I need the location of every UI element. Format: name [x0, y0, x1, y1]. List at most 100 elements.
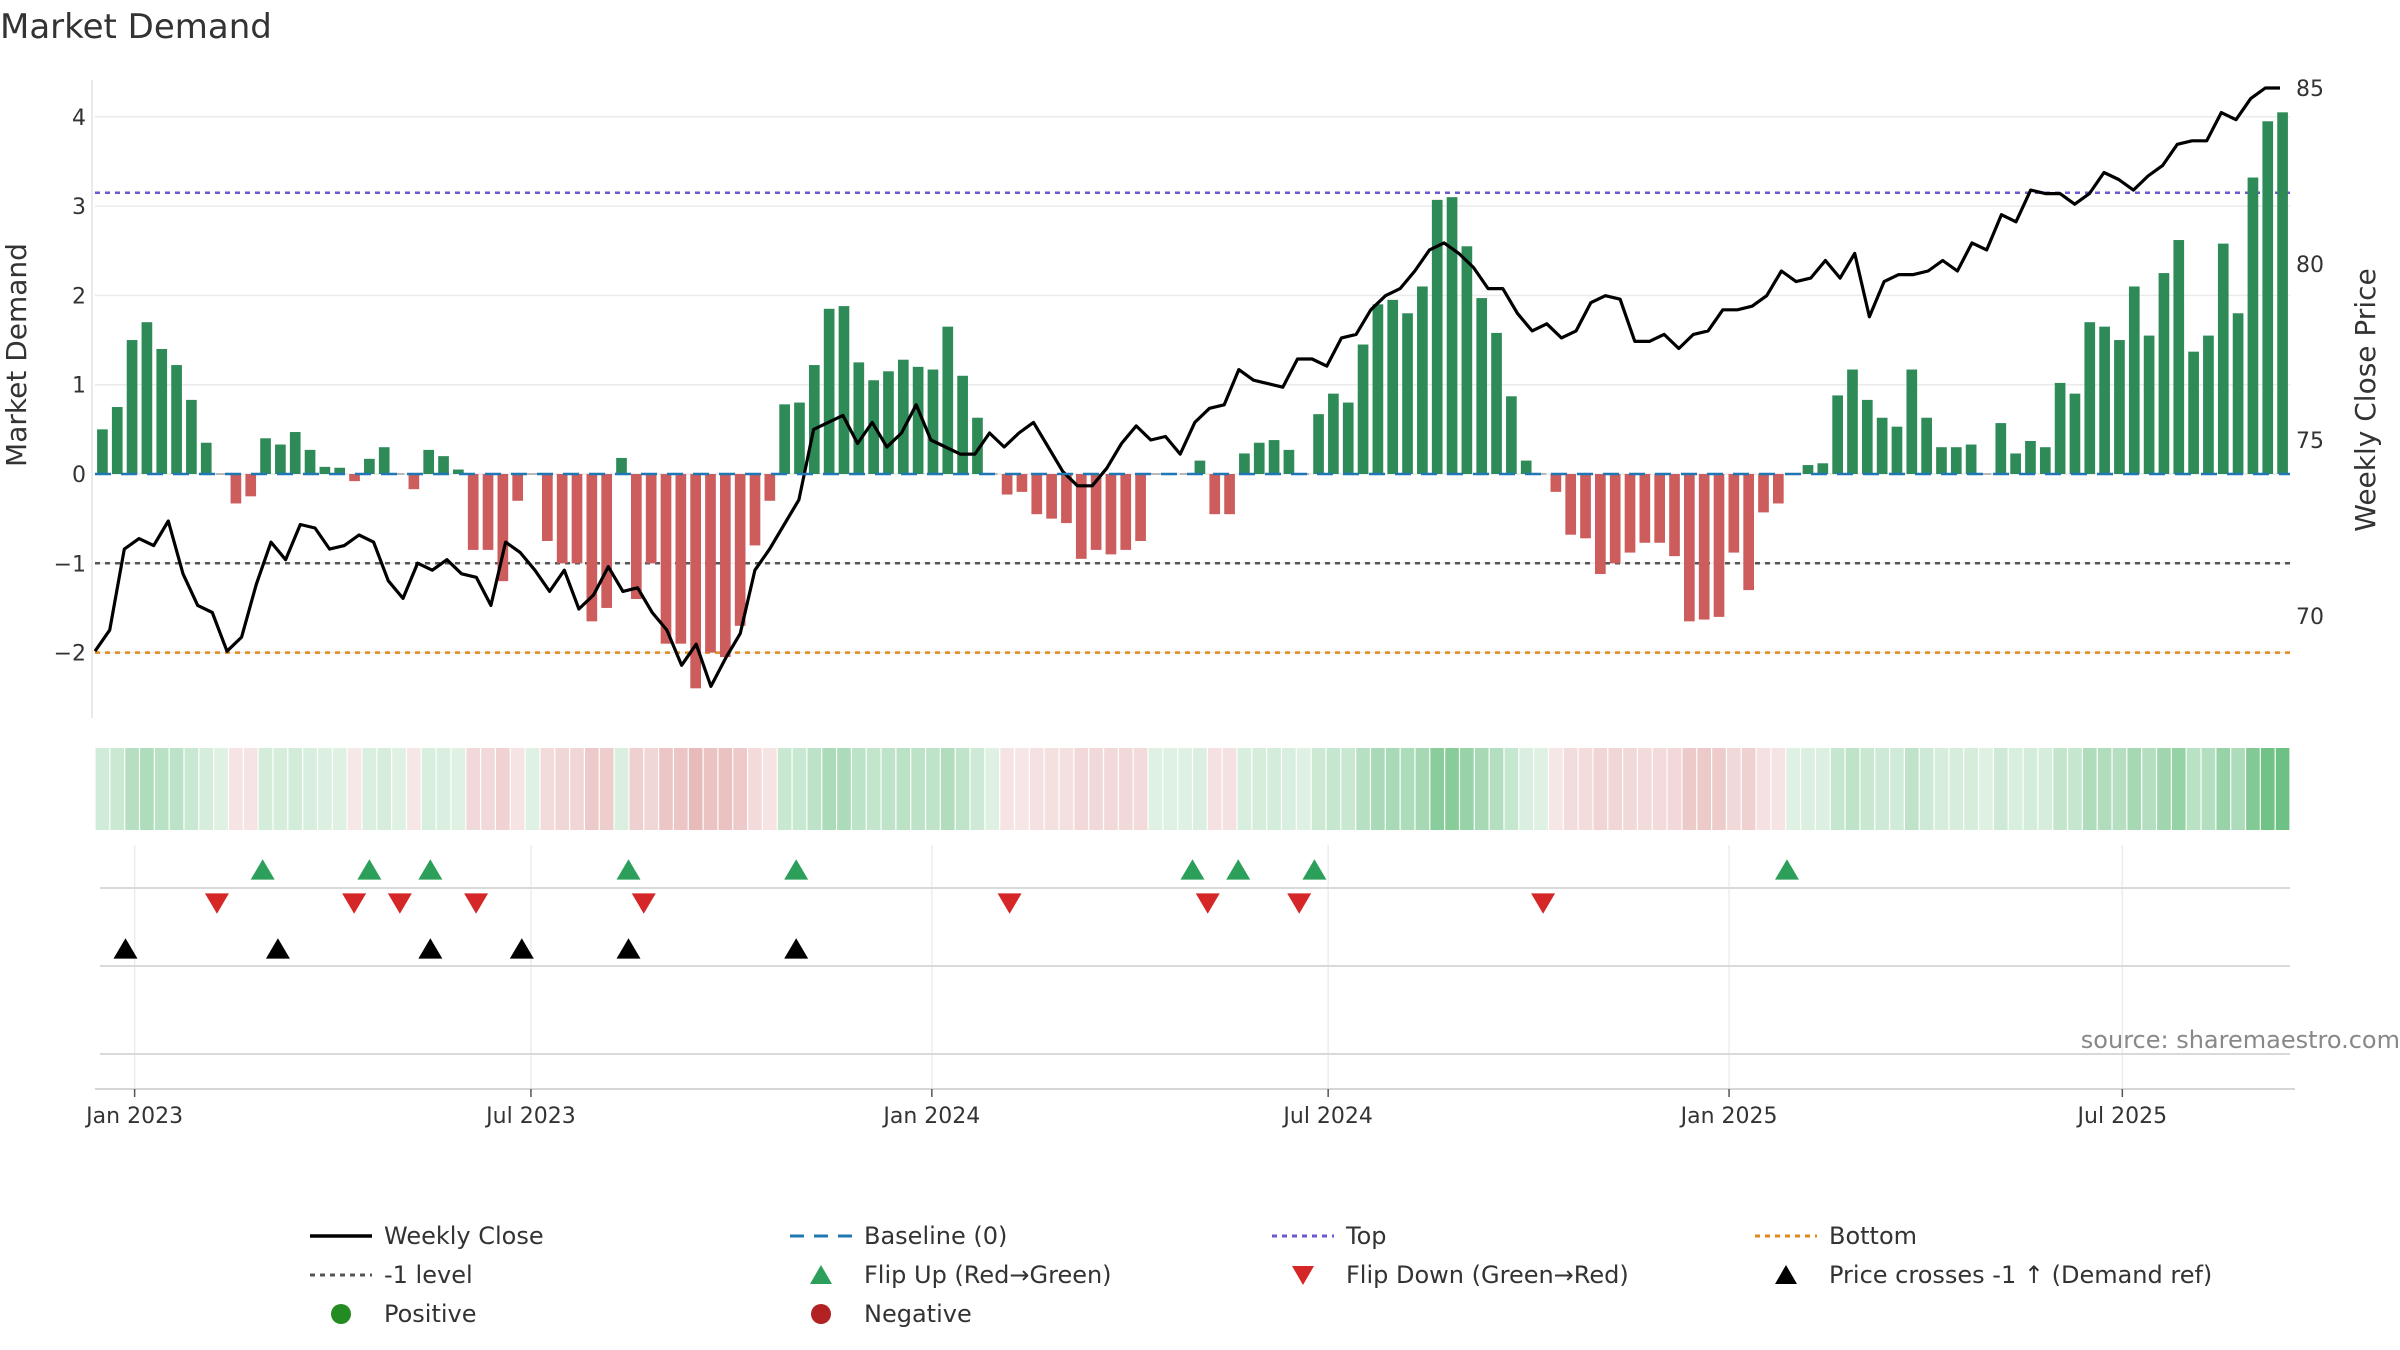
heat-cell [1608, 748, 1623, 830]
heat-cell [1919, 748, 1934, 830]
demand-bar [2143, 335, 2155, 474]
flip-up-marker [357, 859, 382, 880]
heat-cell [2260, 748, 2275, 830]
heat-cell [1044, 748, 1059, 830]
flip-up-marker [1774, 859, 1799, 880]
demand-bar [482, 474, 494, 550]
demand-bar [957, 375, 968, 474]
heat-cell [1845, 748, 1860, 830]
heat-cell [2216, 748, 2231, 830]
y2-tick-label: 75 [2296, 429, 2324, 454]
demand-bar [497, 474, 509, 582]
demand-bar [126, 340, 138, 474]
heat-cell [1104, 748, 1118, 830]
demand-bar [2232, 313, 2244, 474]
heat-cell [1727, 748, 1741, 830]
y-tick-label: 1 [72, 374, 86, 399]
heat-cell [1326, 748, 1341, 830]
demand-bar [556, 474, 568, 564]
demand-bar [512, 474, 524, 501]
demand-bar [1194, 460, 1206, 474]
demand-bar [1669, 474, 1680, 557]
heat-cell [1904, 748, 1919, 830]
demand-bar [97, 429, 108, 474]
axes: −2 −1 0 1 2 3 4 70 75 80 85 [54, 77, 2324, 718]
heat-cell [940, 748, 955, 830]
heat-cell [777, 748, 792, 830]
heat-cell [1445, 748, 1459, 830]
heat-cell [1000, 748, 1014, 830]
legend-label: Positive [384, 1300, 477, 1328]
heat-cell [1519, 748, 1534, 830]
legend-item: Negative [811, 1300, 972, 1328]
demand-bar [1061, 474, 1072, 524]
heat-cell [1267, 748, 1281, 830]
demand-bar [1179, 473, 1191, 475]
heat-cell [110, 748, 125, 830]
heat-cell [1549, 748, 1563, 830]
demand-bar [1150, 473, 1161, 475]
price-cross-marker [784, 938, 809, 959]
demand-bar [1609, 474, 1621, 564]
heat-cell [2142, 748, 2156, 830]
heat-cell [2068, 748, 2082, 830]
demand-bar [1476, 298, 1488, 474]
y-tick-label: 3 [72, 195, 86, 220]
demand-bar [1461, 246, 1473, 474]
demand-bar [2173, 240, 2185, 474]
demand-bar [705, 474, 716, 653]
flip-up-marker [784, 859, 809, 880]
flip-down-marker [1195, 893, 1220, 914]
heat-cell [1015, 748, 1029, 830]
legend-label: Top [1345, 1222, 1387, 1250]
demand-bar [542, 474, 553, 541]
flip-up-marker [1302, 859, 1327, 880]
demand-bar [1253, 442, 1265, 474]
heat-cell [2038, 748, 2053, 830]
heat-cell [347, 748, 362, 830]
heat-cell [436, 748, 451, 830]
demand-bar [2247, 177, 2259, 475]
demand-bar [1713, 474, 1725, 617]
demand-bar [2069, 393, 2081, 474]
heat-cell [748, 748, 762, 830]
demand-bar [1357, 344, 1369, 474]
heat-cell [674, 748, 688, 830]
legend-item: -1 level [310, 1261, 473, 1289]
price-cross-marker [265, 938, 290, 959]
demand-bar [660, 474, 672, 644]
price-cross-marker [616, 938, 641, 959]
demand-bar [897, 359, 909, 474]
demand-bar [1861, 399, 1873, 474]
flip-down-marker [342, 893, 367, 914]
heat-cell [1296, 748, 1311, 830]
heat-cell [362, 748, 377, 830]
x-tick-label: Jul 2023 [484, 1104, 576, 1129]
legend: Weekly Close Baseline (0) Top Bottom -1 leve… [310, 1222, 2212, 1328]
legend-label: Negative [864, 1300, 972, 1328]
legend-swatch [1292, 1266, 1314, 1285]
demand-bar [1847, 369, 1858, 474]
heat-cell [1741, 748, 1756, 830]
legend-swatch [810, 1265, 832, 1284]
demand-heat-strip [95, 748, 2290, 830]
heat-cell [1489, 748, 1504, 830]
heat-cell [911, 748, 925, 830]
demand-bar [1120, 474, 1132, 550]
y-tick-label: −1 [54, 552, 86, 577]
heat-cell [258, 748, 273, 830]
heat-cell [1682, 748, 1697, 830]
heat-cell [125, 748, 139, 830]
demand-bar [823, 308, 835, 474]
demand-bar [2084, 322, 2096, 474]
demand-bar [972, 417, 983, 474]
demand-bar [2010, 453, 2021, 474]
demand-bar [1031, 474, 1043, 515]
legend-label: Flip Down (Green→Red) [1346, 1261, 1629, 1289]
heat-cell [1356, 748, 1370, 830]
demand-bar [1921, 417, 1932, 474]
heat-cell [2171, 748, 2186, 830]
heat-cell [1890, 748, 1904, 830]
legend-swatch [1775, 1265, 1797, 1284]
demand-bars [97, 112, 2288, 689]
